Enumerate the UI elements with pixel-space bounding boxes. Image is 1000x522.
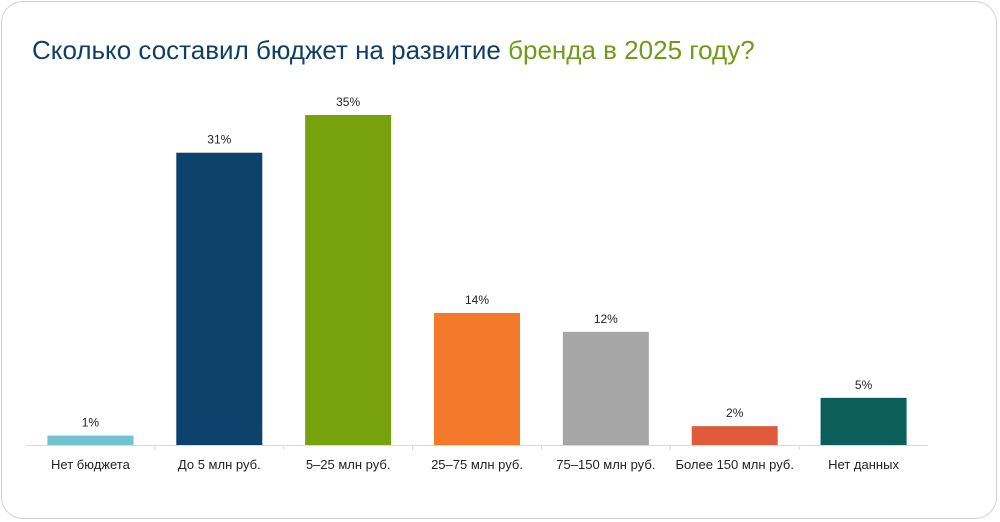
- bar-4: [434, 313, 520, 445]
- value-label-3: 35%: [336, 95, 360, 109]
- value-label-5: 12%: [594, 312, 618, 326]
- bar-1: [47, 435, 134, 445]
- bar-3: [305, 115, 392, 445]
- value-label-7: 5%: [855, 378, 873, 392]
- bars-group: [47, 115, 907, 445]
- category-label-1: Нет бюджета: [51, 457, 131, 472]
- bar-5: [562, 331, 649, 445]
- value-label-1: 1%: [82, 416, 100, 430]
- category-labels-group: Нет бюджета До 5 млн руб. 5–25 млн руб. 25–…: [51, 445, 899, 472]
- category-label-6: Более 150 млн руб.: [675, 457, 794, 472]
- bar-2: [176, 152, 263, 445]
- title-part-primary: Сколько составил бюджет на развитие: [32, 35, 501, 65]
- category-label-5: 75–150 млн руб.: [556, 457, 655, 472]
- bar-7: [820, 397, 907, 445]
- category-label-7: Нет данных: [828, 457, 899, 472]
- value-label-4: 14%: [465, 293, 489, 307]
- value-label-6: 2%: [726, 406, 744, 420]
- value-labels-group: 1% 31% 35% 14% 12% 2% 5%: [82, 95, 873, 430]
- title-part-accent: бренда в 2025 году?: [508, 35, 755, 65]
- bar-6: [691, 426, 778, 445]
- chart-title: Сколько составил бюджет на развитие брен…: [32, 35, 755, 66]
- category-label-4: 25–75 млн руб.: [431, 457, 523, 472]
- category-label-3: 5–25 млн руб.: [306, 457, 391, 472]
- category-label-2: До 5 млн руб.: [178, 457, 261, 472]
- value-label-2: 31%: [207, 133, 231, 147]
